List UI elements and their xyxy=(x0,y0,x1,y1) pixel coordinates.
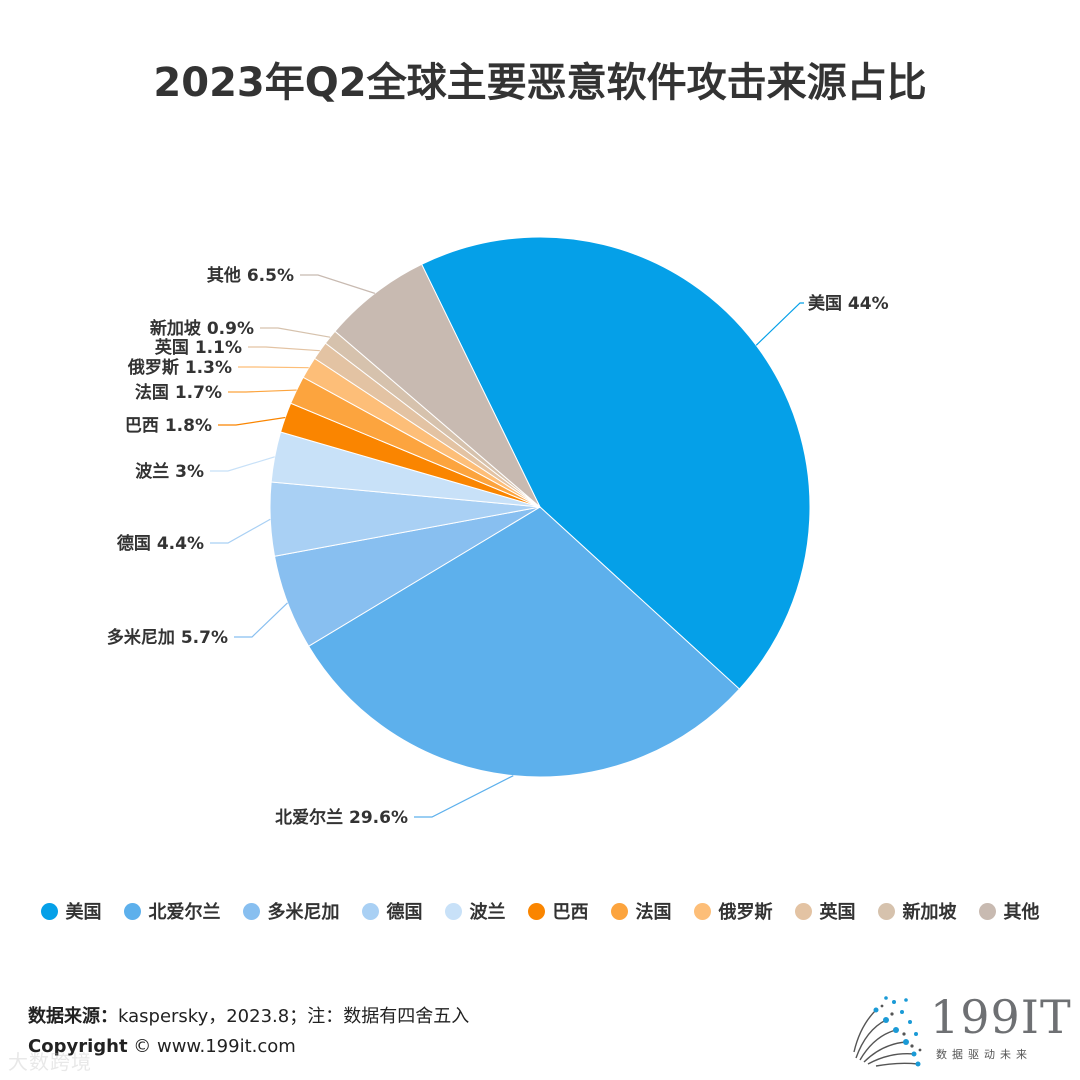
legend-swatch xyxy=(610,902,628,920)
pie-slice xyxy=(334,263,541,508)
legend-item: 多米尼加 xyxy=(242,898,340,924)
copyright-note: Copyright © www.199it.com xyxy=(28,1036,296,1057)
slice-label: 多米尼加 5.7% xyxy=(107,627,228,648)
legend-item: 巴西 xyxy=(527,898,589,924)
legend-item: 北爱尔兰 xyxy=(123,898,221,924)
slice-label: 法国 1.7% xyxy=(135,382,222,403)
legend-label: 巴西 xyxy=(552,902,589,923)
leader-line xyxy=(414,775,514,818)
slice-label: 北爱尔兰 29.6% xyxy=(275,807,408,828)
leader-line xyxy=(238,366,309,369)
data-source-note: 数据来源：kaspersky，2023.8；注：数据有四舍五入 xyxy=(28,1002,469,1028)
slice-label: 巴西 1.8% xyxy=(125,416,212,436)
legend-label: 英国 xyxy=(819,902,856,923)
slice-label: 其他 6.5% xyxy=(207,265,294,286)
legend-item: 其他 xyxy=(978,898,1040,924)
legend-item: 新加坡 xyxy=(877,898,957,924)
legend-swatch xyxy=(794,902,812,920)
slice-label: 波兰 3% xyxy=(135,461,204,482)
legend-item: 法国 xyxy=(610,898,672,924)
legend-swatch xyxy=(242,902,260,920)
legend-item: 英国 xyxy=(794,898,856,924)
leader-line xyxy=(210,518,271,544)
legend-item: 美国 xyxy=(40,898,102,924)
legend-swatch xyxy=(978,902,996,920)
chart-title: 2023年Q2全球主要恶意软件攻击来源占比 xyxy=(153,60,927,106)
legend-label: 多米尼加 xyxy=(267,902,340,923)
legend-label: 法国 xyxy=(635,902,672,923)
legend-swatch xyxy=(40,902,58,920)
legend-label: 德国 xyxy=(386,902,423,923)
brand-logo: 199IT 数据驱动未来 xyxy=(846,990,1071,1070)
watermark: 大数跨境 xyxy=(8,1050,92,1074)
legend-label: 波兰 xyxy=(469,902,506,923)
slice-labels: 美国 44% 北爱尔兰 29.6% 多米尼加 5.7% 德国 4.4% 波兰 3% 巴西 … xyxy=(107,265,889,828)
legend-swatch xyxy=(123,902,141,920)
pie-slice xyxy=(307,506,741,778)
pie-slices xyxy=(269,236,811,778)
leader-line xyxy=(300,274,376,294)
leader-line xyxy=(210,456,275,472)
source-text: kaspersky，2023.8；注：数据有四舍五入 xyxy=(118,1006,470,1027)
leader-line xyxy=(260,327,331,338)
source-label: 数据来源： xyxy=(28,1006,118,1027)
slice-label: 俄罗斯 1.3% xyxy=(127,357,232,378)
copyright-label: Copyright xyxy=(28,1036,128,1057)
legend-swatch xyxy=(361,902,379,920)
legend-label: 美国 xyxy=(65,902,102,923)
chart-legend: 美国 北爱尔兰 多米尼加 德国 波兰 巴西 法国 俄罗斯 英国 新加坡 其他 xyxy=(0,898,1080,924)
legend-label: 其他 xyxy=(1003,902,1040,923)
legend-swatch xyxy=(877,902,895,920)
legend-item: 俄罗斯 xyxy=(693,898,773,924)
legend-swatch xyxy=(527,902,545,920)
legend-item: 德国 xyxy=(361,898,423,924)
slice-label: 英国 1.1% xyxy=(155,337,242,358)
slice-label: 美国 44% xyxy=(808,293,889,314)
legend-label: 俄罗斯 xyxy=(718,902,773,923)
logo-wordmark: 199IT xyxy=(930,990,1072,1044)
pie-slice xyxy=(420,236,811,690)
logo-mark-icon xyxy=(853,996,922,1067)
leader-line xyxy=(234,602,288,638)
leader-line xyxy=(755,302,804,346)
logo-tagline: 数据驱动未来 xyxy=(936,1048,1032,1061)
legend-label: 新加坡 xyxy=(902,902,957,923)
leader-line xyxy=(228,389,297,393)
leader-lines xyxy=(210,274,804,818)
slice-label: 新加坡 0.9% xyxy=(150,318,254,339)
slice-label: 德国 4.4% xyxy=(117,533,204,554)
legend-label: 北爱尔兰 xyxy=(148,902,221,923)
legend-swatch xyxy=(444,902,462,920)
legend-item: 波兰 xyxy=(444,898,506,924)
leader-line xyxy=(218,416,286,426)
legend-swatch xyxy=(693,902,711,920)
copyright-text: © www.199it.com xyxy=(127,1036,296,1057)
leader-line xyxy=(248,346,320,352)
